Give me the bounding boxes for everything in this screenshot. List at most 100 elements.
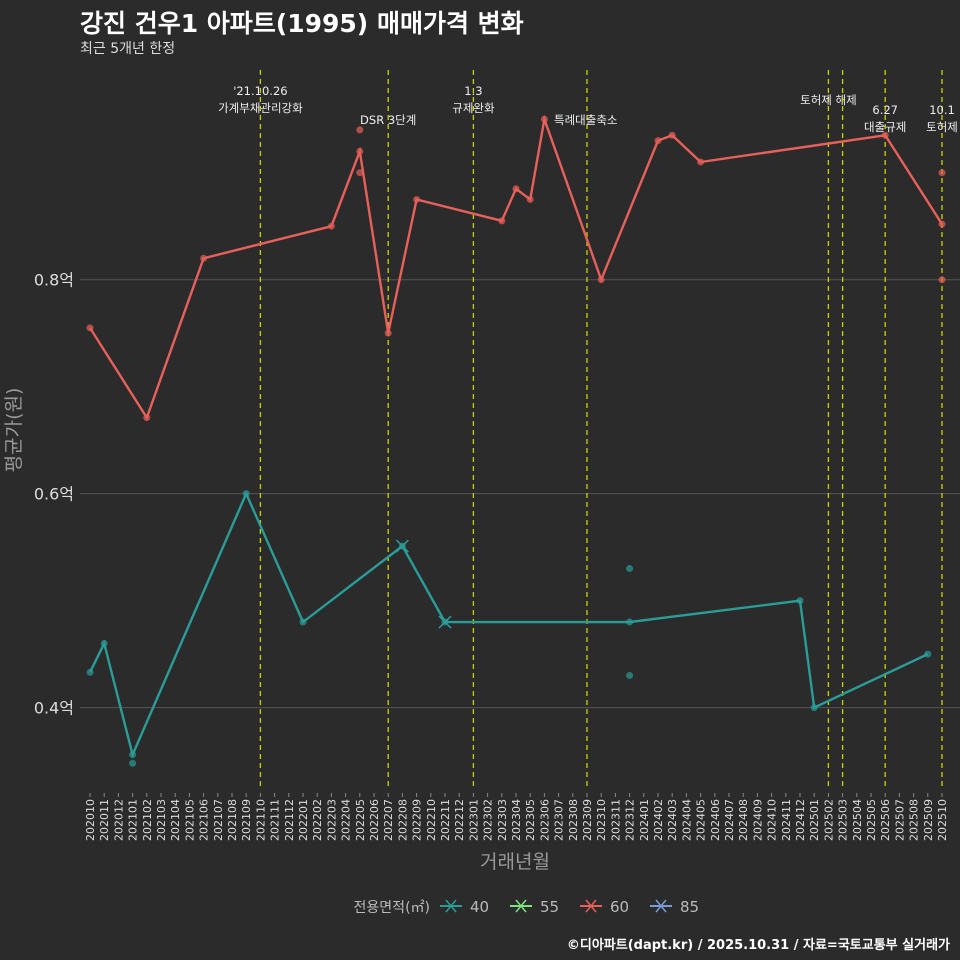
data-point-60 (526, 195, 534, 203)
x-tick-label: 202212 (453, 799, 466, 841)
legend-marker (445, 899, 457, 913)
x-tick-label: 202204 (340, 799, 353, 841)
x-tick-label: 202507 (893, 799, 906, 841)
series-line-40 (88, 490, 929, 759)
event-label: 1.3 (464, 84, 482, 98)
x-axis-label: 거래년월 (480, 851, 550, 873)
x-tick-label: 202307 (553, 799, 566, 841)
x-tick-label: 202406 (709, 799, 722, 841)
data-point-60 (938, 276, 946, 284)
data-point-40 (626, 618, 634, 626)
x-tick-label: 202105 (183, 799, 196, 841)
event-label: 토허제 (926, 120, 958, 134)
chart-title: 강진 건우1 아파트(1995) 매매가격 변화 (80, 9, 524, 38)
x-tick-label: 202108 (226, 799, 239, 841)
x-tick-label: 202209 (411, 799, 424, 841)
x-marker (395, 539, 409, 553)
legend-label: 40 (470, 898, 489, 916)
y-axis-label: 평균가(원) (3, 388, 25, 473)
event-label: DSR 3단계 (360, 113, 416, 127)
legend-marker (655, 899, 667, 913)
x-tick-label: 202510 (936, 799, 949, 841)
x-tick-label: 202302 (482, 799, 495, 841)
y-tick-label: 0.6억 (34, 485, 74, 504)
x-tick-label: 202412 (794, 799, 807, 841)
x-tick-label: 202208 (396, 799, 409, 841)
x-tick-label: 202010 (84, 799, 97, 841)
data-point-60 (356, 147, 364, 155)
data-point-60 (881, 131, 889, 139)
legend-marker (515, 899, 527, 913)
legend-label: 60 (610, 898, 629, 916)
x-tick-label: 202012 (112, 799, 125, 841)
data-point-40 (299, 618, 307, 626)
legend-marker (585, 899, 597, 913)
x-tick-label: 202202 (311, 799, 324, 841)
event-label: 10.1 (929, 103, 955, 117)
data-point-40 (924, 650, 932, 658)
data-point-60 (654, 137, 662, 145)
x-tick-label: 202304 (510, 799, 523, 841)
x-tick-label: 202401 (638, 799, 651, 841)
x-tick-label: 202203 (325, 799, 338, 841)
data-point-40 (86, 668, 94, 676)
x-tick-label: 202110 (254, 799, 267, 841)
data-point-40 (129, 759, 137, 767)
x-tick-label: 202109 (240, 799, 253, 841)
x-tick-label: 202102 (141, 799, 154, 841)
x-tick-label: 202508 (908, 799, 921, 841)
x-tick-label: 202410 (766, 799, 779, 841)
x-tick-label: 202201 (297, 799, 310, 841)
x-tick-label: 202411 (780, 799, 793, 841)
x-tick-label: 202503 (837, 799, 850, 841)
series-line-60 (88, 114, 944, 421)
chart-caption: ©디아파트(dapt.kr) / 2025.10.31 / 자료=국토교통부 실… (566, 938, 950, 953)
x-tick-label: 202309 (581, 799, 594, 841)
data-point-40 (129, 751, 137, 759)
x-tick-label: 202011 (98, 799, 111, 841)
event-label: 규제완화 (452, 101, 495, 115)
x-tick-label: 202402 (652, 799, 665, 841)
x-tick-label: 202306 (538, 799, 551, 841)
x-tick-label: 202311 (609, 799, 622, 841)
x-tick-label: 202409 (751, 799, 764, 841)
event-label: '21.10.26 (233, 84, 287, 98)
x-tick-label: 202106 (198, 799, 211, 841)
x-tick-label: 202312 (624, 799, 637, 841)
event-label: 가계부채관리강화 (218, 101, 303, 115)
x-tick-label: 202305 (524, 799, 537, 841)
data-point-60 (512, 185, 520, 193)
x-tick-label: 202101 (127, 799, 140, 841)
data-point-40 (626, 565, 634, 573)
x-tick-label: 202308 (567, 799, 580, 841)
data-point-60 (384, 329, 392, 337)
data-point-40 (810, 704, 818, 712)
data-point-60 (498, 217, 506, 225)
legend-label: 55 (540, 898, 559, 916)
data-point-40 (242, 490, 250, 498)
x-tick-label: 202408 (737, 799, 750, 841)
x-tick-label: 202404 (680, 799, 693, 841)
legend-title: 전용면적(㎡) (354, 900, 430, 916)
chart-subtitle: 최근 5개년 한정 (80, 41, 176, 57)
x-tick-label: 202103 (155, 799, 168, 841)
x-tick-label: 202405 (695, 799, 708, 841)
data-point-60 (356, 126, 364, 134)
data-point-60 (938, 169, 946, 177)
x-tick-label: 202107 (212, 799, 225, 841)
x-tick-label: 202211 (439, 799, 452, 841)
data-point-60 (413, 195, 421, 203)
event-label: 대출규제 (864, 120, 906, 134)
event-label: 특례대출축소 (554, 113, 617, 127)
x-tick-label: 202505 (865, 799, 878, 841)
data-point-60 (200, 254, 208, 262)
data-point-60 (668, 131, 676, 139)
y-tick-label: 0.8억 (34, 271, 74, 290)
data-point-60 (697, 158, 705, 166)
event-label: 토허제 해제 (800, 93, 857, 107)
x-tick-label: 202205 (354, 799, 367, 841)
data-point-60 (86, 324, 94, 332)
data-point-60 (327, 222, 335, 230)
x-tick-label: 202504 (851, 799, 864, 841)
